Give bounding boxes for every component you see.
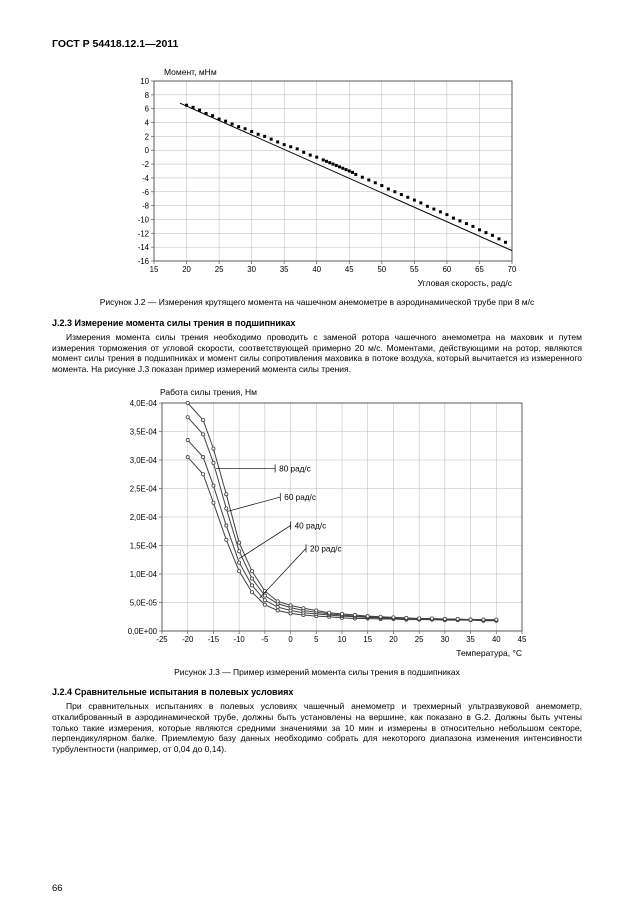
svg-text:20 рад/с: 20 рад/с (310, 544, 342, 553)
svg-text:35: 35 (466, 635, 475, 644)
svg-text:65: 65 (475, 265, 484, 274)
svg-text:50: 50 (377, 265, 386, 274)
svg-text:45: 45 (518, 635, 527, 644)
svg-text:15: 15 (363, 635, 372, 644)
document-header: ГОСТ Р 54418.12.1—2011 (52, 38, 582, 51)
svg-text:-10: -10 (138, 216, 150, 225)
svg-text:4: 4 (145, 119, 150, 128)
svg-text:5: 5 (314, 635, 319, 644)
svg-text:2,0E-04: 2,0E-04 (130, 513, 158, 522)
svg-text:40: 40 (492, 635, 501, 644)
svg-text:3,5E-04: 3,5E-04 (130, 427, 158, 436)
svg-text:20: 20 (389, 635, 398, 644)
svg-text:-12: -12 (138, 229, 149, 238)
svg-text:15: 15 (150, 265, 159, 274)
svg-text:4,0E-04: 4,0E-04 (130, 399, 158, 408)
figure-j2: Момент, мНм152025303540455055606570-16-1… (52, 61, 582, 291)
svg-text:-14: -14 (138, 243, 150, 252)
svg-text:Момент, мНм: Момент, мНм (164, 67, 217, 77)
figure-j3: Работа силы трения, Нм -25 -20 -15 -10 -5 0 5 10… (52, 381, 582, 661)
svg-text:1,5E-04: 1,5E-04 (130, 541, 158, 550)
svg-text:-6: -6 (142, 188, 149, 197)
svg-text:45: 45 (345, 265, 354, 274)
svg-text:Угловая скорость, рад/с: Угловая скорость, рад/с (418, 278, 513, 288)
svg-text:60: 60 (443, 265, 452, 274)
svg-text:8: 8 (145, 91, 149, 100)
section-j24-title: J.2.4 Сравнительные испытания в полевых … (52, 687, 582, 698)
chart-j2-svg: Момент, мНм152025303540455055606570-16-1… (112, 61, 522, 291)
section-j24-body: При сравнительных испытаниях в полевых у… (52, 701, 582, 754)
svg-text:-8: -8 (142, 202, 149, 211)
svg-text:55: 55 (410, 265, 419, 274)
svg-text:40: 40 (312, 265, 321, 274)
svg-text:30: 30 (247, 265, 256, 274)
svg-text:6: 6 (145, 105, 149, 114)
svg-text:35: 35 (280, 265, 289, 274)
svg-text:-15: -15 (208, 635, 220, 644)
svg-text:10: 10 (338, 635, 347, 644)
svg-text:3,0E-04: 3,0E-04 (130, 456, 158, 465)
section-j23-title: J.2.3 Измерение момента силы трения в по… (52, 318, 582, 329)
svg-text:0,0E+00: 0,0E+00 (128, 627, 158, 636)
svg-text:40 рад/с: 40 рад/с (295, 521, 327, 530)
svg-text:1,0E-04: 1,0E-04 (130, 570, 158, 579)
svg-text:Температура, °C: Температура, °C (456, 648, 522, 658)
svg-text:-10: -10 (234, 635, 246, 644)
page-number: 66 (52, 883, 63, 895)
svg-text:5,0E-05: 5,0E-05 (130, 598, 158, 607)
svg-text:0: 0 (288, 635, 293, 644)
svg-text:25: 25 (415, 635, 424, 644)
svg-text:70: 70 (508, 265, 517, 274)
svg-text:-25: -25 (156, 635, 168, 644)
svg-text:-4: -4 (142, 174, 150, 183)
svg-text:20: 20 (182, 265, 191, 274)
svg-text:-5: -5 (261, 635, 269, 644)
svg-text:60 рад/с: 60 рад/с (284, 493, 316, 502)
figure-j2-caption: Рисунок J.2 — Измерения крутящего момент… (52, 297, 582, 308)
svg-text:80 рад/с: 80 рад/с (279, 464, 311, 473)
svg-text:10: 10 (140, 77, 149, 86)
svg-text:30: 30 (441, 635, 450, 644)
chart-j3-svg: Работа силы трения, Нм -25 -20 -15 -10 -5 0 5 10… (102, 381, 532, 661)
svg-text:2: 2 (145, 133, 149, 142)
section-j23-body: Измерения момента силы трения необходимо… (52, 332, 582, 375)
figure-j3-caption: Рисунок J.3 — Пример измерений момента с… (52, 667, 582, 678)
svg-text:-20: -20 (182, 635, 194, 644)
svg-text:-2: -2 (142, 160, 149, 169)
svg-text:-16: -16 (138, 257, 149, 266)
svg-text:25: 25 (215, 265, 224, 274)
svg-text:2,5E-04: 2,5E-04 (130, 484, 158, 493)
svg-text:Работа силы трения, Нм: Работа силы трения, Нм (160, 387, 257, 397)
svg-text:0: 0 (145, 146, 150, 155)
